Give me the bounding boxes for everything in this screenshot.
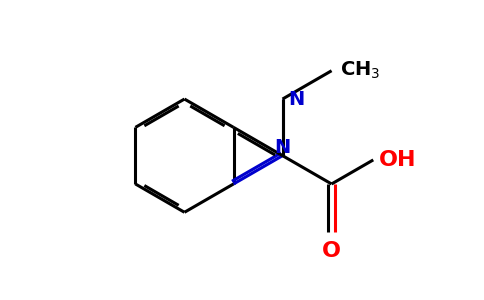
Text: OH: OH — [379, 150, 416, 170]
Text: CH$_3$: CH$_3$ — [340, 60, 380, 81]
Text: N: N — [274, 138, 291, 157]
Text: O: O — [322, 241, 341, 261]
Text: N: N — [288, 89, 304, 109]
